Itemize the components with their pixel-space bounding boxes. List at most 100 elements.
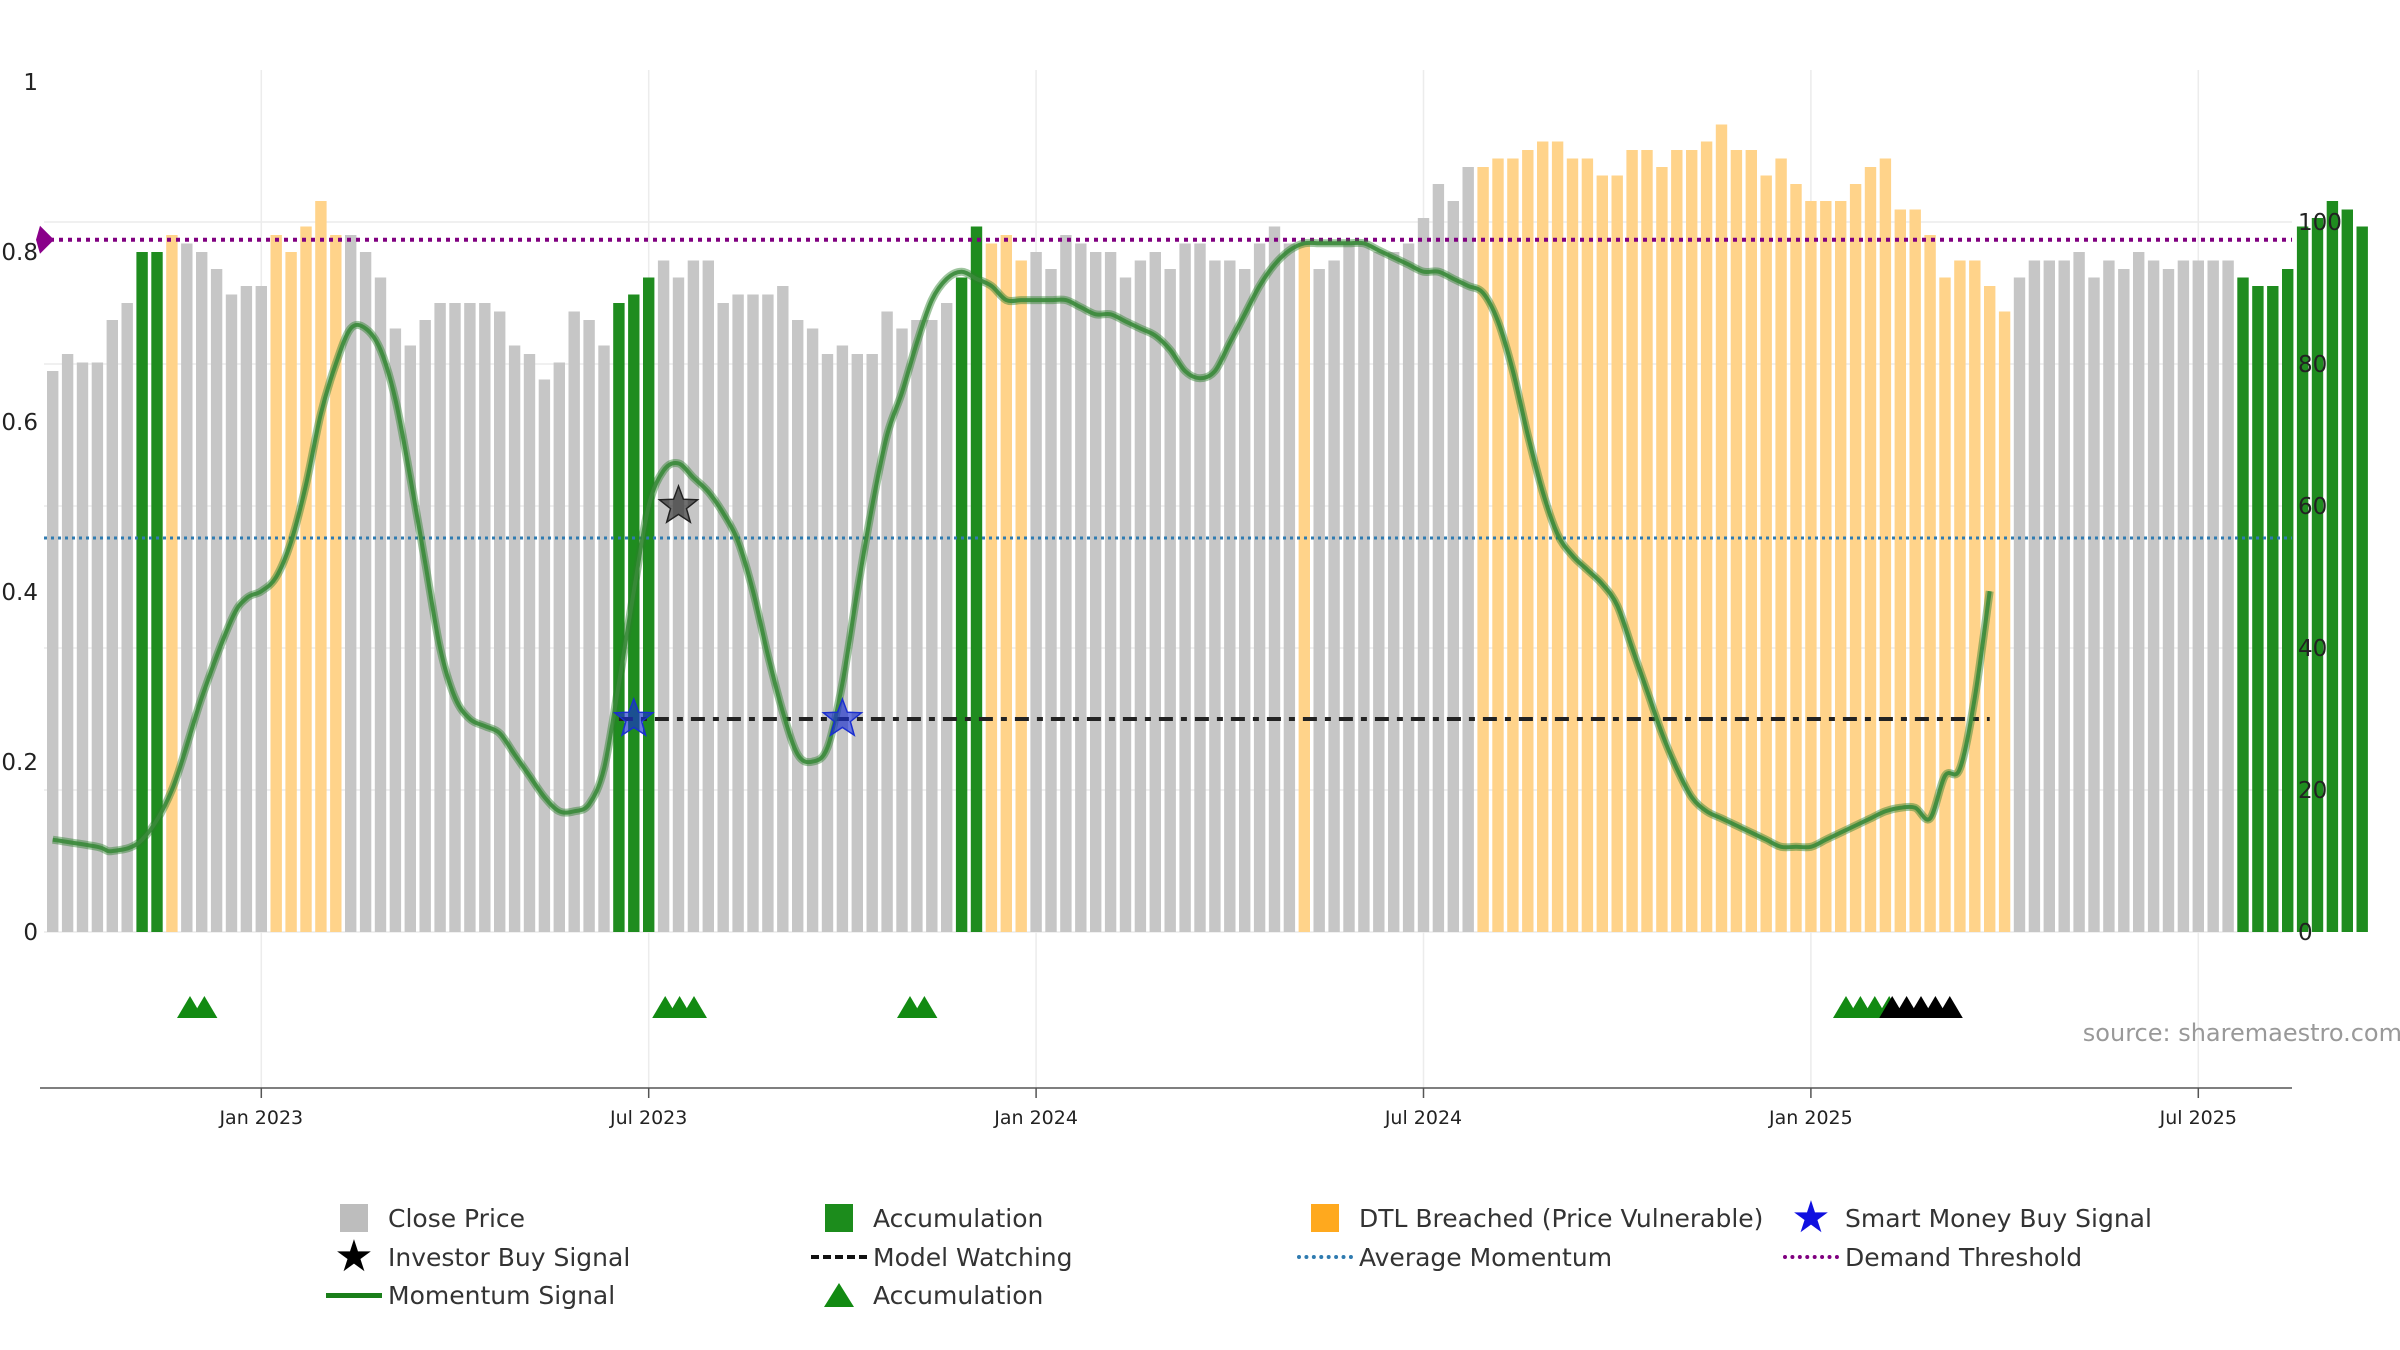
- dtl-breached-bar: [1984, 286, 1996, 932]
- close-price-bar: [464, 303, 476, 932]
- close-price-bar: [345, 235, 357, 932]
- legend-dotted-icon: [1297, 1238, 1353, 1276]
- close-price-bar: [568, 311, 580, 932]
- accumulation-bar: [2237, 277, 2249, 932]
- legend-square-icon: [326, 1199, 382, 1237]
- close-price-bar: [687, 260, 700, 932]
- investor-triangle: [1936, 996, 1963, 1018]
- close-price-bar: [240, 286, 253, 932]
- close-price-bar: [2073, 252, 2085, 932]
- close-price-bar: [2058, 260, 2070, 932]
- close-price-bar: [911, 320, 923, 932]
- close-price-bar: [1060, 235, 1072, 932]
- right-tick-label: 80: [2298, 352, 2327, 378]
- dtl-breached-bar: [1000, 235, 1012, 932]
- dtl-breached-bar: [1954, 260, 1966, 932]
- dtl-breached-bar: [166, 235, 178, 932]
- accumulation-triangle: [681, 996, 707, 1018]
- accumulation-bar: [955, 277, 968, 932]
- momentum-signal-line: [52, 240, 1992, 854]
- close-price-bar: [762, 294, 774, 932]
- close-price-bar: [2192, 260, 2204, 932]
- dtl-breached-bar: [1909, 209, 1921, 932]
- legend-label: Investor Buy Signal: [388, 1242, 631, 1272]
- legend-label: Accumulation: [873, 1280, 1044, 1310]
- close-price-bar: [1075, 243, 1087, 932]
- dtl-breached-bar: [1671, 150, 1683, 932]
- dtl-breached-bar: [1760, 175, 1772, 932]
- close-price-bar: [2043, 260, 2055, 932]
- accumulation-triangle: [911, 996, 938, 1018]
- close-price-bar: [255, 286, 267, 932]
- close-price-bar: [404, 345, 416, 932]
- close-price-bar: [1402, 243, 1415, 932]
- close-price-bar: [777, 286, 789, 932]
- legend-item: Close Price: [326, 1199, 525, 1237]
- close-price-bar: [2177, 260, 2190, 932]
- close-price-bar: [896, 328, 908, 932]
- accumulation-bar: [970, 226, 983, 932]
- dtl-breached-bar: [1969, 260, 1981, 932]
- legend-label: Accumulation: [873, 1203, 1044, 1233]
- close-price-bar: [508, 345, 521, 932]
- close-price-bar: [181, 243, 193, 932]
- close-price-bar: [792, 320, 804, 932]
- x-tick-label: Jan 2025: [1768, 1107, 1853, 1129]
- left-tick-label: 0.6: [1, 410, 38, 436]
- close-price-bar: [2013, 277, 2026, 932]
- close-price-bar: [851, 354, 863, 932]
- close-price-bar: [419, 320, 431, 932]
- close-price-bar: [1268, 226, 1281, 932]
- close-price-bar: [598, 345, 610, 932]
- close-price-bar: [225, 294, 238, 932]
- dtl-breached-bar: [1879, 158, 1892, 932]
- left-tick-label: 0.2: [1, 750, 38, 776]
- legend-dotted-icon: [1783, 1238, 1839, 1276]
- close-price-bar: [1134, 260, 1147, 932]
- dtl-breached-bar: [1849, 184, 1862, 932]
- close-price-bar: [91, 362, 104, 932]
- close-price-bar: [449, 303, 461, 932]
- close-price-bar: [553, 362, 565, 932]
- legend-label: Smart Money Buy Signal: [1845, 1203, 2152, 1233]
- close-price-bar: [2028, 260, 2041, 932]
- close-price-bar: [374, 277, 387, 932]
- dtl-breached-bar: [1998, 311, 2011, 932]
- close-price-bar: [2162, 269, 2175, 932]
- legend-label: Close Price: [388, 1203, 526, 1233]
- dtl-breached-bar: [285, 252, 297, 932]
- close-price-bar: [866, 354, 878, 932]
- close-price-bar: [1119, 277, 1132, 932]
- accumulation-bar: [2267, 286, 2279, 932]
- right-tick-label: 100: [2298, 210, 2342, 236]
- close-price-bar: [106, 320, 118, 932]
- left-tick-label: 0.8: [1, 240, 38, 266]
- close-price-bar: [1149, 252, 1161, 932]
- investor-buy-signal: [657, 483, 700, 524]
- close-price-bar: [672, 277, 685, 932]
- legend-item: ★ Smart Money Buy Signal: [1783, 1196, 2152, 1240]
- close-price-bar: [76, 362, 89, 932]
- close-price-bar: [196, 252, 208, 932]
- dtl-breached-bar: [1611, 175, 1623, 932]
- dtl-breached-bar: [315, 201, 327, 932]
- close-price-bar: [1462, 167, 1474, 932]
- legend-label: DTL Breached (Price Vulnerable): [1359, 1203, 1764, 1233]
- dtl-breached-bar: [300, 226, 312, 932]
- close-price-bar: [2222, 260, 2234, 932]
- accumulation-bar: [2282, 269, 2294, 932]
- legend-star-icon: ★: [334, 1231, 374, 1282]
- accumulation-bar: [2311, 218, 2324, 932]
- left-tick-label: 0.4: [1, 580, 38, 606]
- close-price-bar: [941, 303, 953, 932]
- close-price-bar: [2088, 277, 2100, 932]
- close-price-bar: [1358, 243, 1370, 932]
- right-tick-label: 60: [2298, 494, 2327, 520]
- dtl-breached-bar: [1686, 150, 1698, 932]
- legend-label: Model Watching: [873, 1242, 1073, 1272]
- close-price-bar: [389, 328, 402, 932]
- legend-item: Average Momentum: [1297, 1238, 1612, 1276]
- legend-item: Momentum Signal: [326, 1276, 615, 1314]
- accumulation-bar: [2356, 226, 2368, 932]
